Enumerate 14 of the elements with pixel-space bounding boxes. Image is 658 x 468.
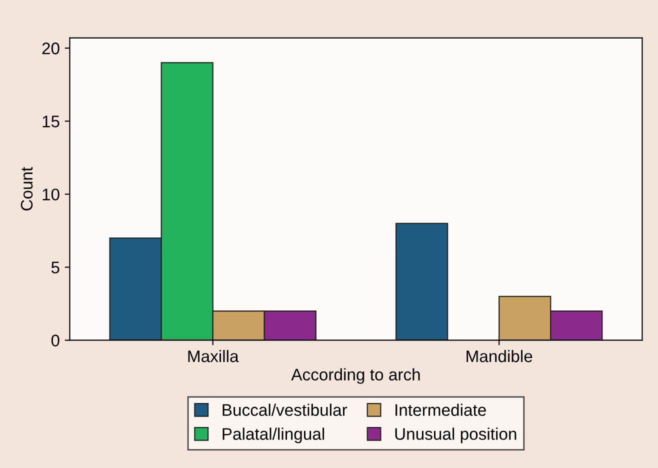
legend-label: Intermediate <box>396 404 486 416</box>
bar <box>395 222 448 340</box>
y-tick-label: 0 <box>51 334 60 346</box>
x-axis-title: According to arch <box>291 368 420 384</box>
legend-label: Buccal/vestibular <box>222 404 348 416</box>
legend-label: Palatal/lingual <box>222 428 324 444</box>
y-tick-label: 10 <box>42 188 60 200</box>
y-tick-label: 5 <box>51 262 60 274</box>
y-tick-label: 20 <box>42 42 60 54</box>
y-tick-label: 15 <box>42 116 60 128</box>
x-tick-label: Maxilla <box>188 350 239 362</box>
x-tick-label: Mandible <box>466 350 532 362</box>
y-axis-title: Count <box>20 166 33 210</box>
legend-label: Unusual position <box>395 428 516 444</box>
